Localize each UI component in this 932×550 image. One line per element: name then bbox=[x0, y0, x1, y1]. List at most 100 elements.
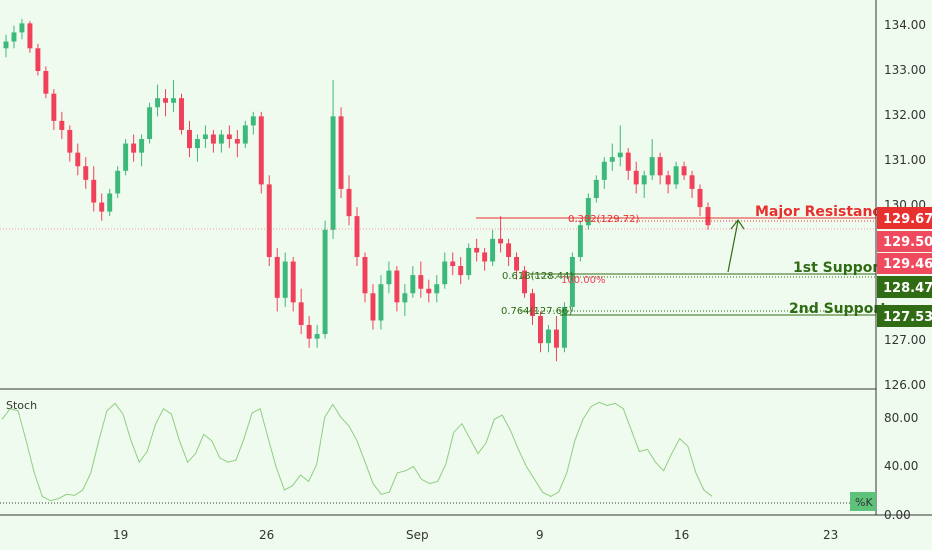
price-tag: 127.53 bbox=[883, 310, 932, 325]
candle-body bbox=[218, 134, 224, 144]
candle bbox=[322, 220, 328, 339]
stoch-line bbox=[1, 401, 713, 502]
candle-body bbox=[147, 107, 153, 140]
candle bbox=[194, 134, 200, 162]
date-tick: 9 bbox=[536, 528, 544, 542]
candle-body bbox=[490, 238, 496, 262]
candle-body bbox=[474, 247, 480, 253]
date-tick: 19 bbox=[113, 528, 128, 542]
candle-body bbox=[402, 293, 408, 303]
candle-body bbox=[689, 175, 695, 189]
candle bbox=[139, 134, 145, 167]
candle bbox=[625, 148, 631, 180]
price-tag-bg bbox=[877, 276, 932, 298]
candle-body bbox=[330, 116, 336, 230]
price-tick: 132.00 bbox=[884, 108, 926, 122]
candle bbox=[338, 107, 344, 198]
candle-body bbox=[83, 166, 89, 180]
candle-body bbox=[298, 302, 304, 326]
candle-body bbox=[75, 152, 81, 167]
candle-body bbox=[585, 198, 591, 226]
candle bbox=[434, 275, 440, 303]
candle bbox=[530, 288, 535, 326]
candle-body bbox=[290, 261, 296, 303]
candle-body bbox=[155, 98, 161, 108]
price-tag: 129.67 bbox=[883, 212, 932, 227]
candle bbox=[163, 89, 169, 117]
candle-body bbox=[131, 143, 137, 153]
fib-0764-label: 0.764(127.66) bbox=[501, 306, 573, 317]
stoch-tick: 40.00 bbox=[884, 459, 918, 473]
candle bbox=[681, 161, 687, 180]
candle-body bbox=[681, 166, 687, 176]
candle bbox=[27, 21, 33, 53]
date-tick: 16 bbox=[674, 528, 689, 542]
candle bbox=[282, 252, 288, 307]
candle bbox=[450, 252, 456, 276]
candle-body bbox=[538, 315, 543, 344]
candle bbox=[59, 111, 65, 140]
candle-body bbox=[593, 179, 599, 198]
candle-body bbox=[553, 329, 559, 348]
candle bbox=[250, 111, 256, 135]
candle bbox=[402, 284, 408, 316]
candle-body bbox=[354, 216, 360, 257]
candle-body bbox=[426, 288, 432, 294]
up-arrow-head bbox=[730, 218, 745, 230]
candle bbox=[426, 279, 432, 303]
date-axis: 19 26 Sep 9 16 23 bbox=[113, 528, 838, 542]
candle bbox=[657, 152, 663, 185]
candle bbox=[107, 188, 113, 217]
candle bbox=[577, 220, 583, 262]
candle bbox=[689, 170, 695, 198]
candle bbox=[418, 261, 424, 298]
candle bbox=[51, 89, 57, 130]
candle bbox=[218, 129, 224, 153]
candle bbox=[665, 170, 671, 194]
candle-body bbox=[705, 207, 711, 226]
price-tick: 131.00 bbox=[884, 153, 926, 167]
candle bbox=[202, 125, 208, 149]
candle-body bbox=[577, 225, 583, 257]
fib-0382-label: 0.382(129.72) bbox=[568, 214, 640, 225]
candle bbox=[649, 139, 655, 180]
candle bbox=[3, 34, 9, 58]
candle-body bbox=[250, 116, 256, 126]
price-tag-bg bbox=[877, 231, 932, 252]
first-support-label: 1st Support bbox=[793, 260, 886, 276]
candle bbox=[43, 66, 49, 99]
candle bbox=[226, 125, 232, 149]
candle-body bbox=[27, 23, 33, 49]
candle-body bbox=[67, 129, 73, 153]
candle-body bbox=[163, 98, 169, 103]
candle-body bbox=[282, 261, 288, 298]
candle-body bbox=[322, 229, 328, 335]
candle-body bbox=[338, 116, 344, 189]
date-tick: 26 bbox=[259, 528, 274, 542]
candle-body bbox=[194, 139, 200, 149]
date-tick: 23 bbox=[823, 528, 838, 542]
levels-layer bbox=[0, 217, 876, 316]
candle-body bbox=[601, 161, 607, 180]
candle-body bbox=[314, 334, 320, 339]
stoch-tick: 0.00 bbox=[884, 508, 911, 522]
candle-body bbox=[482, 252, 488, 262]
candle-body bbox=[91, 179, 97, 203]
candle-body bbox=[410, 275, 416, 294]
candle-body bbox=[107, 193, 113, 212]
candle bbox=[601, 157, 607, 189]
candle-body bbox=[657, 157, 663, 176]
candle bbox=[171, 80, 176, 112]
price-tick: 127.00 bbox=[884, 333, 926, 347]
candle bbox=[314, 325, 320, 348]
candle bbox=[210, 129, 216, 153]
candle bbox=[274, 247, 280, 312]
candle-body bbox=[633, 170, 639, 185]
candle bbox=[11, 25, 17, 49]
candle bbox=[617, 125, 623, 167]
price-tick: 134.00 bbox=[884, 18, 926, 32]
candle bbox=[538, 311, 543, 353]
candle bbox=[147, 102, 153, 144]
candle bbox=[67, 125, 73, 162]
